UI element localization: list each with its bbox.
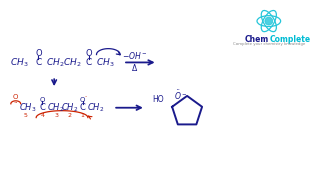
Text: O: O	[40, 97, 45, 103]
Text: ··: ··	[85, 94, 88, 99]
Text: $CH_3$: $CH_3$	[96, 56, 115, 69]
Circle shape	[265, 17, 273, 25]
Text: Complete your chemistry knowledge: Complete your chemistry knowledge	[233, 42, 305, 46]
Text: Complete: Complete	[270, 35, 311, 44]
Text: $CH_2$: $CH_2$	[61, 102, 79, 114]
Text: $CH_3$: $CH_3$	[19, 102, 36, 114]
Text: C: C	[85, 58, 92, 67]
Text: C: C	[35, 58, 42, 67]
Text: $CH_2$: $CH_2$	[46, 56, 64, 69]
Text: ..: ..	[13, 98, 18, 104]
Text: 4: 4	[40, 113, 44, 118]
Text: 3: 3	[54, 113, 58, 118]
Text: Chem: Chem	[244, 35, 269, 44]
Text: 1: 1	[81, 113, 85, 118]
Text: HO: HO	[153, 95, 164, 104]
Text: 5: 5	[24, 113, 28, 118]
Text: O: O	[35, 49, 42, 58]
Text: O: O	[80, 97, 85, 103]
Text: $CH_2$: $CH_2$	[63, 56, 81, 69]
Text: $CH_2$: $CH_2$	[47, 102, 65, 114]
Text: C: C	[80, 103, 86, 112]
Text: $\Delta$: $\Delta$	[131, 62, 139, 73]
Text: $\ddot{O}^-$: $\ddot{O}^-$	[174, 88, 187, 102]
Text: 2: 2	[68, 113, 72, 118]
Text: $-OH^-$: $-OH^-$	[122, 50, 148, 61]
Text: $CH_2$: $CH_2$	[87, 102, 104, 114]
Text: O: O	[13, 94, 19, 100]
Text: C: C	[39, 103, 45, 112]
Text: O: O	[85, 49, 92, 58]
Text: $CH_3$: $CH_3$	[11, 56, 29, 69]
